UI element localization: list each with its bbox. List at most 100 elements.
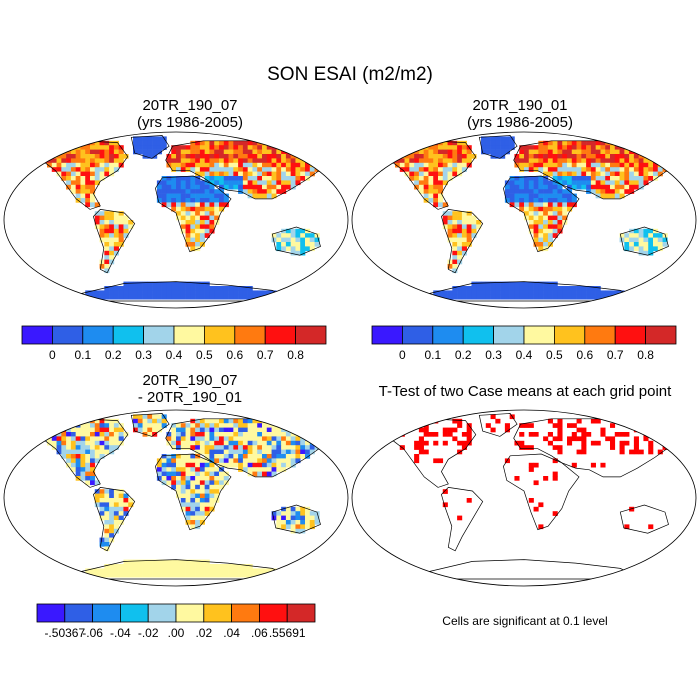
grid-cell (209, 290, 215, 296)
grid-cell (276, 149, 282, 155)
grid-cell (190, 498, 196, 503)
grid-cell (657, 233, 663, 238)
grid-cell (442, 440, 448, 446)
grid-cell (176, 432, 182, 437)
grid-cell (457, 140, 463, 146)
grid-cell (586, 171, 592, 177)
colorbar-1: 0 0.1 0.2 0.3 0.4 0.5 0.6 0.7 0.8 (21, 325, 327, 362)
grid-cell (171, 189, 177, 194)
grid-cell (466, 220, 472, 225)
grid-cell (66, 462, 72, 468)
grid-cell (90, 458, 96, 464)
grid-cell (538, 286, 544, 291)
grid-cell (543, 286, 549, 291)
grid-cell (80, 458, 86, 464)
grid-cell (438, 202, 444, 208)
grid-cell (610, 158, 616, 164)
grid-cell (70, 158, 76, 164)
grid-cell (305, 432, 311, 437)
grid-cell (543, 162, 549, 168)
grid-cell (252, 418, 258, 424)
colorbar-swatch (112, 325, 144, 345)
grid-cell (442, 294, 448, 300)
grid-cell (433, 440, 439, 446)
grid-cell (242, 436, 248, 442)
grid-cell (643, 180, 649, 186)
grid-cell (624, 294, 630, 300)
grid-cell (199, 440, 205, 446)
grid-cell (533, 176, 539, 181)
grid-cell (199, 480, 205, 486)
colorbar-tick-label: 0.4 (516, 348, 533, 362)
grid-cell (223, 286, 229, 291)
grid-cell (567, 440, 573, 446)
grid-cell (113, 233, 119, 238)
grid-cell (562, 167, 568, 172)
grid-cell (590, 140, 596, 146)
grid-cell (195, 281, 201, 287)
grid-cell (276, 440, 282, 446)
grid-cell (461, 228, 467, 234)
grid-cell (104, 423, 110, 428)
grid-cell (180, 462, 186, 468)
grid-cell (199, 559, 205, 565)
grid-cell (452, 215, 458, 221)
grid-cell (204, 180, 210, 186)
grid-cell (219, 480, 225, 486)
grid-cell (295, 167, 301, 172)
grid-cell (428, 432, 434, 437)
grid-cell (614, 189, 620, 194)
grid-cell (180, 149, 186, 155)
grid-cell (171, 281, 177, 287)
grid-cell (552, 224, 558, 230)
grid-cell (94, 498, 100, 503)
grid-cell (128, 286, 134, 291)
grid-cell (47, 432, 53, 437)
grid-cell (581, 149, 587, 155)
grid-cell (204, 467, 210, 472)
grid-cell (533, 294, 539, 300)
grid-cell (262, 568, 268, 574)
map-border (351, 409, 697, 587)
grid-cell (595, 162, 601, 168)
grid-cell (238, 176, 244, 181)
grid-cell (109, 224, 115, 230)
grid-cell (285, 440, 291, 446)
grid-cell (262, 171, 268, 177)
grid-cell (75, 167, 81, 172)
grid-cell (199, 198, 205, 203)
grid-cell (219, 484, 225, 490)
grid-cell (90, 145, 96, 150)
grid-cell (176, 427, 182, 433)
grid-cell (199, 242, 205, 247)
grid-cell (195, 427, 201, 433)
grid-cell (142, 149, 148, 155)
grid-cell (195, 224, 201, 230)
grid-cell (262, 290, 268, 296)
grid-cell (295, 524, 301, 530)
grid-cell (219, 572, 225, 578)
grid-cell (295, 440, 301, 446)
grid-cell (252, 471, 258, 477)
grid-cell (252, 158, 258, 164)
grid-cell (624, 246, 630, 252)
grid-cell (199, 476, 205, 481)
grid-cell (214, 467, 220, 472)
grid-cell (247, 462, 253, 468)
grid-cell (156, 145, 162, 150)
grid-cell (233, 149, 239, 155)
grid-cell (418, 449, 424, 455)
coastline-africa (503, 453, 580, 531)
grid-cell (442, 149, 448, 155)
grid-cell (176, 281, 182, 287)
grid-cell (133, 427, 139, 433)
grid-cell (519, 189, 525, 194)
grid-cell (457, 290, 463, 296)
grid-cell (180, 493, 186, 499)
grid-cell (99, 290, 105, 296)
grid-cell (285, 242, 291, 247)
grid-cell (447, 162, 453, 168)
grid-cell (428, 184, 434, 190)
grid-cell (290, 462, 296, 468)
grid-cell (56, 167, 62, 172)
